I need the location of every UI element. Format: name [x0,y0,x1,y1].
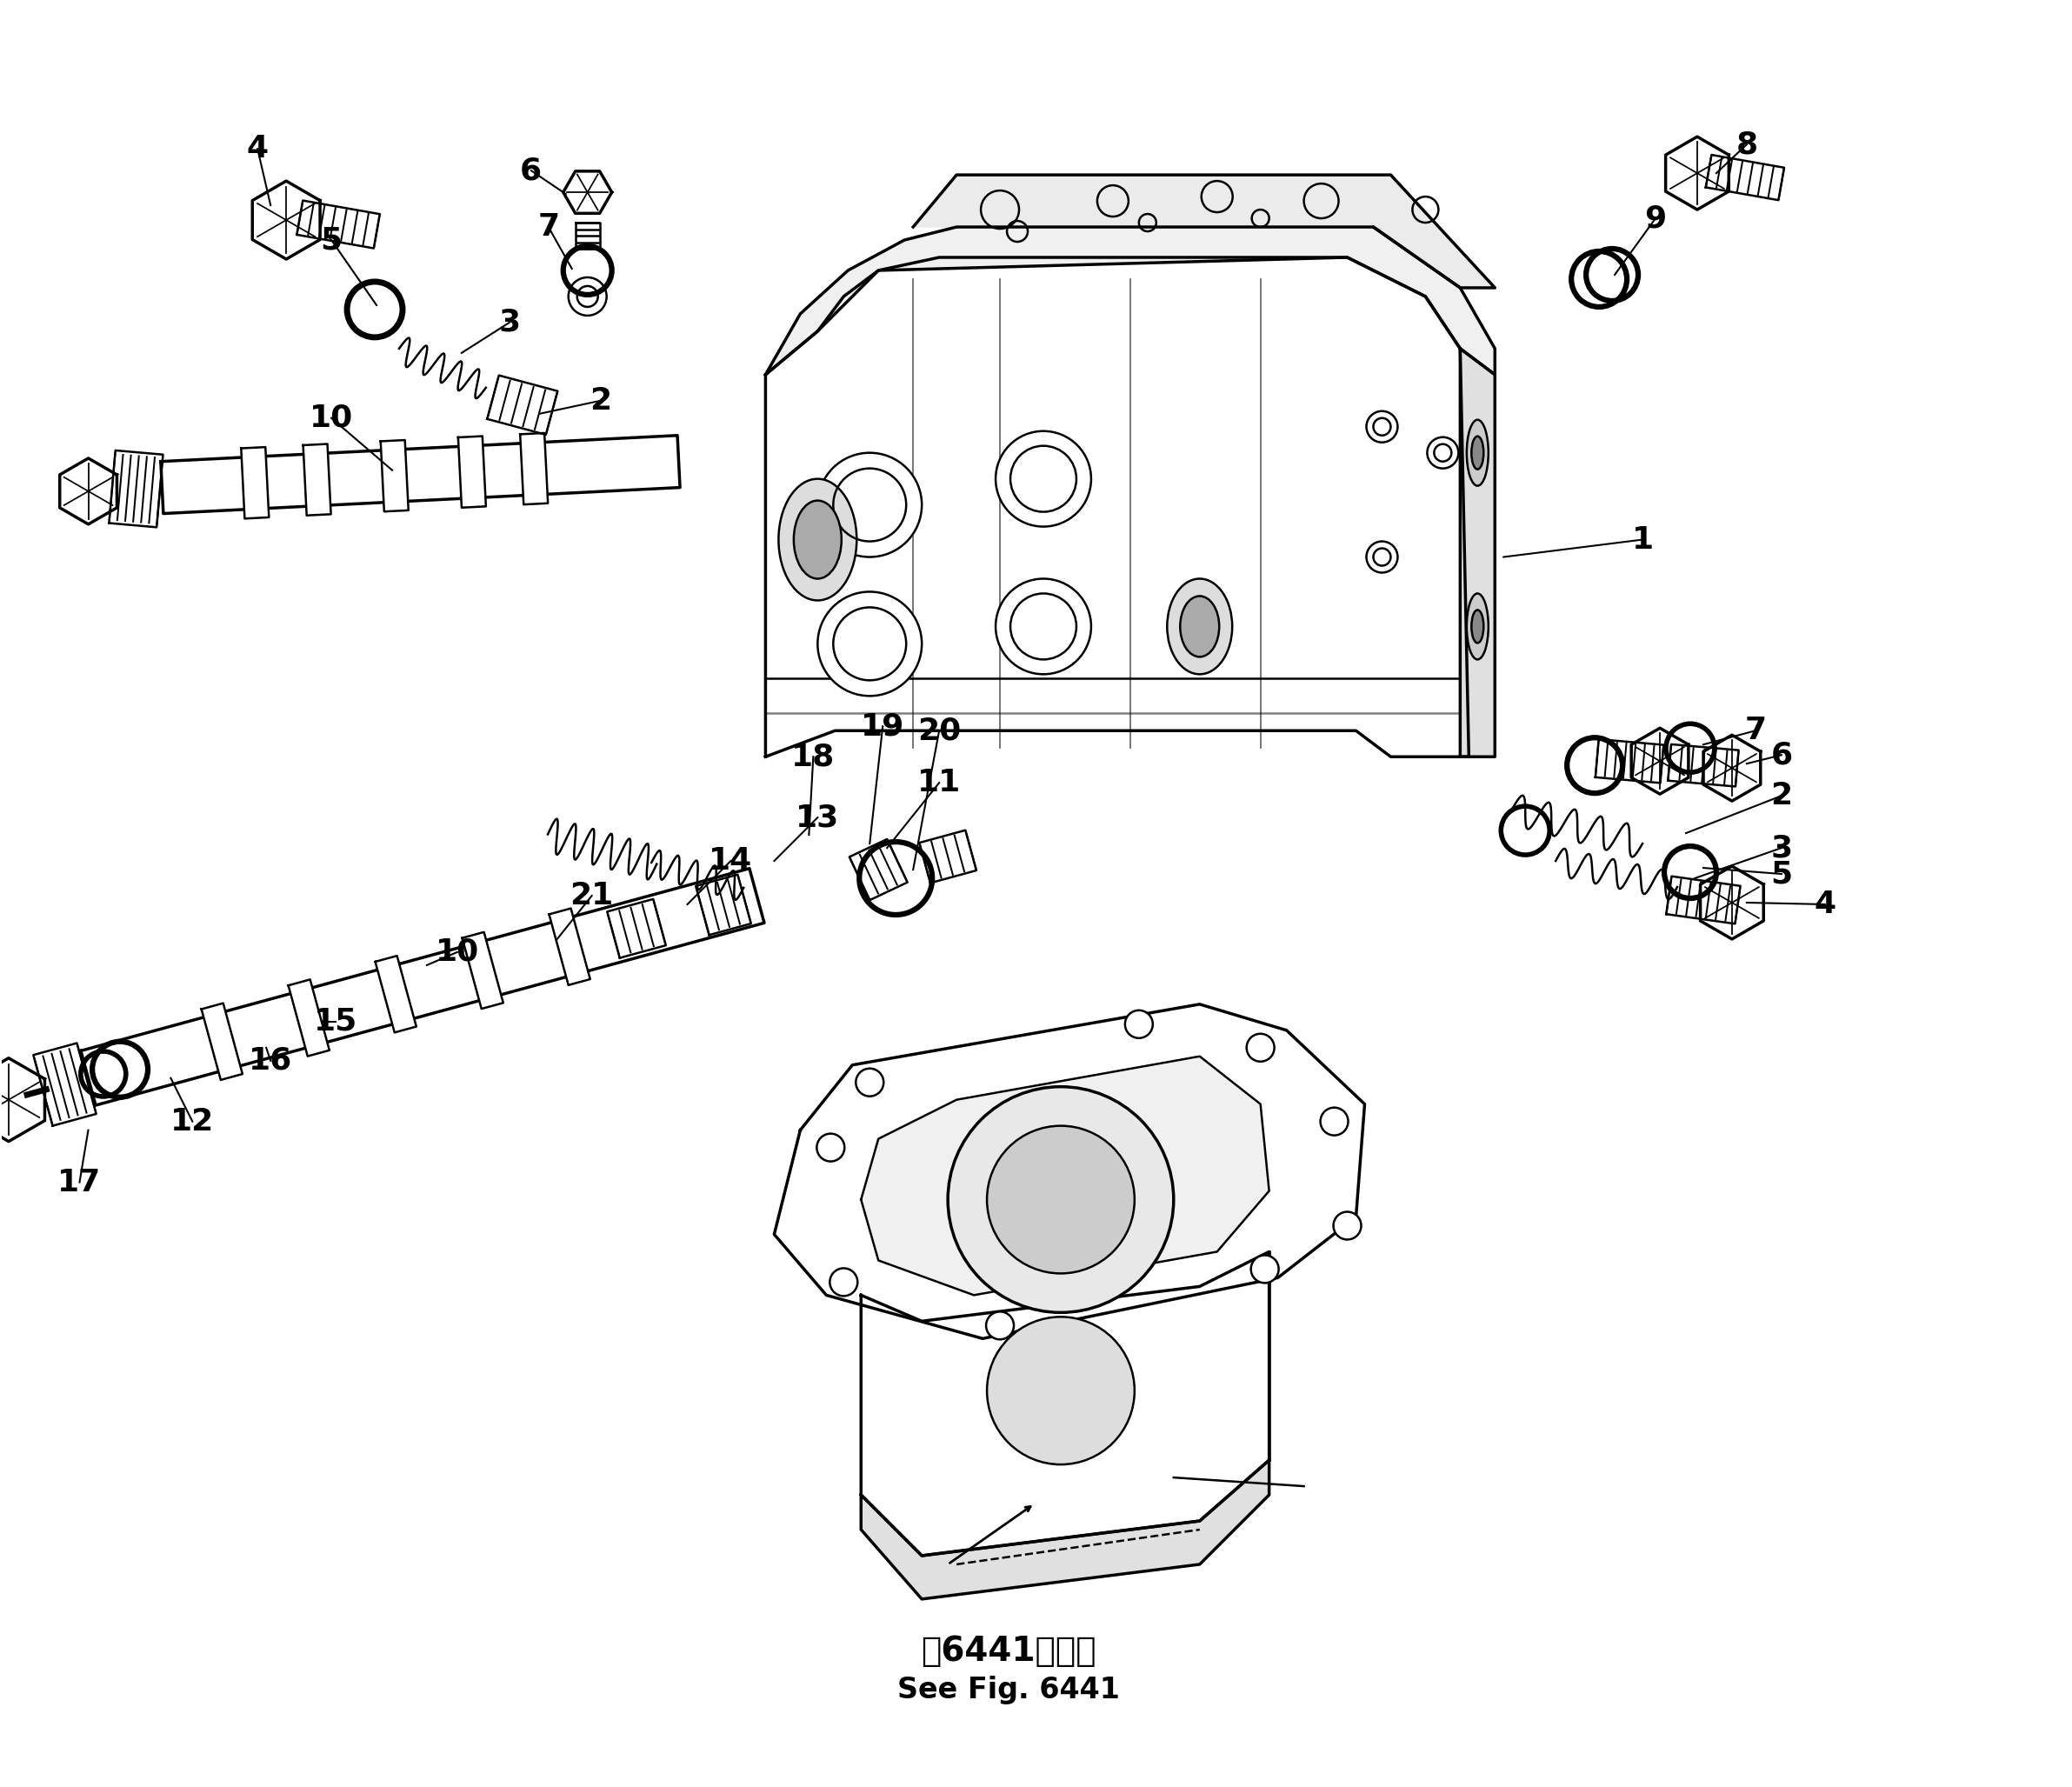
Polygon shape [914,175,1494,288]
Ellipse shape [1167,579,1233,674]
Polygon shape [576,223,599,248]
Circle shape [947,1086,1173,1312]
Polygon shape [775,1004,1365,1338]
Polygon shape [862,1460,1270,1599]
Text: 10: 10 [435,938,479,967]
Ellipse shape [1471,609,1484,643]
Text: See Fig. 6441: See Fig. 6441 [897,1676,1119,1705]
Polygon shape [1705,155,1784,200]
Polygon shape [296,200,379,248]
Polygon shape [765,257,1469,756]
Polygon shape [850,840,908,901]
Polygon shape [162,436,680,513]
Polygon shape [487,375,557,434]
Text: 8: 8 [1736,130,1757,159]
Polygon shape [1701,867,1763,940]
Polygon shape [462,933,503,1010]
Circle shape [818,452,922,558]
Polygon shape [0,1058,46,1142]
Polygon shape [33,1044,95,1126]
Circle shape [1247,1033,1274,1061]
Circle shape [816,1133,845,1162]
Polygon shape [696,874,750,935]
Text: 14: 14 [709,847,752,876]
Polygon shape [765,227,1494,375]
Text: 12: 12 [170,1106,213,1137]
Text: 第6441図参照: 第6441図参照 [920,1635,1096,1667]
Text: 7: 7 [1745,717,1765,745]
Circle shape [818,591,922,695]
Ellipse shape [794,500,841,579]
Polygon shape [862,1251,1270,1556]
Text: 18: 18 [792,742,835,772]
Text: 3: 3 [499,307,520,338]
Text: 17: 17 [58,1167,102,1197]
Text: 3: 3 [1772,833,1792,863]
Polygon shape [1595,740,1664,783]
Circle shape [856,1069,883,1095]
Text: 4: 4 [247,134,269,164]
Circle shape [1334,1212,1361,1240]
Text: 15: 15 [313,1006,358,1036]
Circle shape [997,431,1092,527]
Circle shape [986,1126,1135,1274]
Text: 6: 6 [1772,740,1792,770]
Circle shape [997,579,1092,674]
Polygon shape [1668,745,1738,786]
Text: 7: 7 [537,213,559,241]
Polygon shape [1666,876,1740,924]
Text: 5: 5 [321,225,342,256]
Ellipse shape [1181,597,1218,658]
Ellipse shape [779,479,856,600]
Polygon shape [549,908,591,985]
Text: 10: 10 [309,404,352,432]
Text: 20: 20 [918,717,961,745]
Polygon shape [458,436,487,508]
Polygon shape [288,979,329,1056]
Polygon shape [253,180,319,259]
Ellipse shape [1467,420,1488,486]
Text: 5: 5 [1772,860,1792,888]
Polygon shape [381,440,408,511]
Text: 4: 4 [1813,890,1836,919]
Text: 21: 21 [570,881,613,910]
Polygon shape [375,956,416,1033]
Polygon shape [1461,348,1494,756]
Polygon shape [520,432,547,504]
Text: 2: 2 [1772,781,1792,811]
Circle shape [1125,1010,1152,1038]
Polygon shape [81,868,765,1106]
Text: 6: 6 [520,155,543,186]
Text: 2: 2 [591,386,611,415]
Text: 1: 1 [1631,525,1653,554]
Ellipse shape [1471,436,1484,470]
Text: 19: 19 [860,711,905,742]
Polygon shape [201,1003,242,1079]
Polygon shape [607,899,665,958]
Circle shape [986,1317,1135,1465]
Circle shape [1320,1108,1349,1135]
Polygon shape [564,172,611,213]
Polygon shape [240,447,269,518]
Polygon shape [862,1056,1270,1296]
Text: 9: 9 [1645,204,1666,232]
Polygon shape [110,450,164,527]
Polygon shape [920,831,976,883]
Ellipse shape [1467,593,1488,659]
Polygon shape [60,457,116,524]
Text: 16: 16 [249,1045,292,1076]
Polygon shape [1631,727,1689,793]
Polygon shape [1666,136,1728,209]
Circle shape [986,1312,1013,1340]
Circle shape [1365,541,1399,572]
Circle shape [1428,438,1459,468]
Circle shape [1251,1254,1278,1283]
Polygon shape [303,443,332,515]
Polygon shape [1703,734,1761,801]
Circle shape [1365,411,1399,443]
Text: 13: 13 [796,802,839,833]
Circle shape [829,1269,858,1296]
Text: 11: 11 [918,768,961,797]
